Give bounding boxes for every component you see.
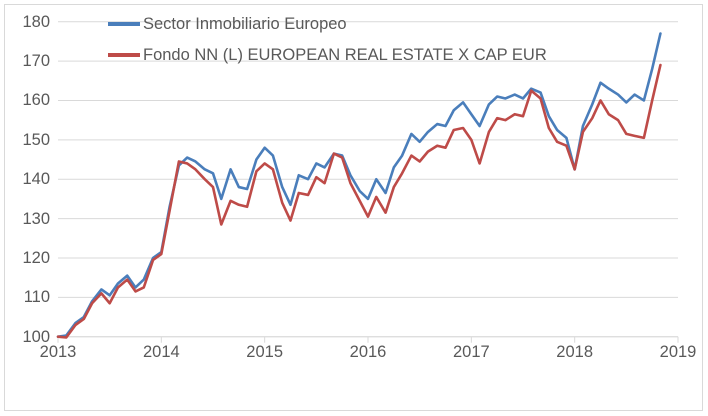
- y-axis-tick-text: 140: [22, 170, 50, 189]
- x-axis-tick-label: 2013: [39, 343, 77, 361]
- series-lines: [56, 32, 662, 339]
- legend-swatch-icon: [108, 22, 140, 27]
- series-line-1: [56, 32, 662, 339]
- legend-label-series-2: Fondo NN (L) EUROPEAN REAL ESTATE X CAP …: [143, 45, 547, 64]
- x-axis-tick-label: 2017: [452, 343, 490, 361]
- legend-swatch-icon: [108, 52, 140, 57]
- legend-label-series-1: Sector Inmobiliario Europeo: [143, 15, 347, 33]
- x-axis-tick-label: 2019: [659, 343, 697, 361]
- x-axis-tick-label: 2014: [142, 343, 180, 361]
- y-axis-tick-text: 170: [22, 52, 50, 71]
- gridlines: [58, 21, 678, 338]
- y-axis-tick-text: 100: [22, 327, 50, 346]
- y-axis-tick-text: 120: [22, 248, 50, 267]
- chart-legend: Sector Inmobiliario Europeo Fondo NN (L)…: [108, 16, 547, 63]
- y-axis-tick-text: 110: [23, 288, 50, 307]
- series-line-2: [56, 63, 662, 339]
- legend-entry-series-2[interactable]: Fondo NN (L) EUROPEAN REAL ESTATE X CAP …: [108, 45, 547, 64]
- x-axis-tick-label: 2015: [246, 343, 284, 361]
- legend-entry-series-1[interactable]: Sector Inmobiliario Europeo: [108, 16, 547, 33]
- x-axis-tick-label: 2018: [556, 343, 594, 361]
- y-axis-tick-text: 160: [22, 91, 50, 110]
- y-axis-tick-text: 150: [22, 130, 50, 149]
- x-axis-ticks: [57, 336, 679, 343]
- y-axis-tick-text: 180: [22, 12, 50, 31]
- x-axis-tick-label: 2016: [349, 343, 387, 361]
- y-axis-tick-text: 130: [22, 209, 50, 228]
